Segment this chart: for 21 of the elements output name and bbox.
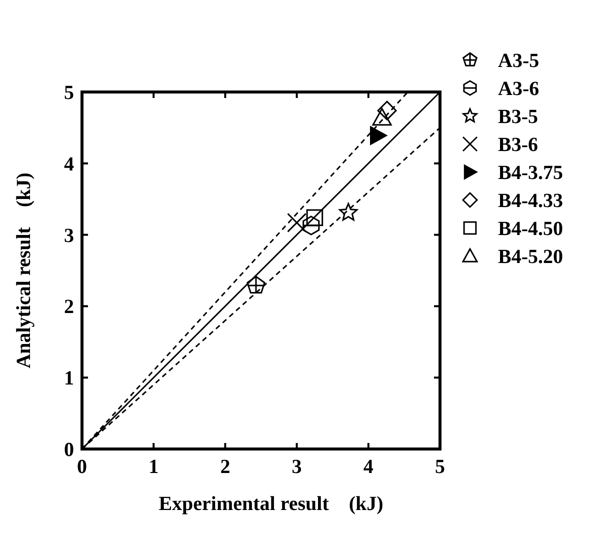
y-tick-label: 1 — [64, 368, 74, 390]
legend-label: A3-6 — [498, 78, 540, 100]
y-tick-label: 0 — [64, 439, 74, 461]
x-tick-label: 2 — [220, 456, 230, 478]
legend-label: B4-4.50 — [498, 218, 563, 240]
x-axis-title: Experimental result (kJ) — [158, 493, 384, 515]
legend-label: B4-4.33 — [498, 190, 563, 212]
y-tick-label: 5 — [64, 82, 74, 104]
x-tick-label: 3 — [292, 456, 302, 478]
y-axis-title: Analytical result (kJ) — [13, 172, 35, 368]
x-tick-label: 4 — [363, 456, 374, 478]
legend-label: B4-3.75 — [498, 162, 563, 184]
y-tick-label: 4 — [64, 153, 74, 176]
y-tick-label: 3 — [64, 224, 74, 247]
legend-label: B3-5 — [498, 106, 538, 128]
legend-label: B4-5.20 — [498, 246, 563, 268]
x-tick-label: 1 — [148, 456, 159, 478]
legend-label: B3-6 — [498, 134, 538, 156]
legend-label: A3-5 — [498, 50, 540, 72]
x-tick-label: 5 — [435, 456, 445, 478]
y-tick-label: 2 — [64, 296, 74, 318]
